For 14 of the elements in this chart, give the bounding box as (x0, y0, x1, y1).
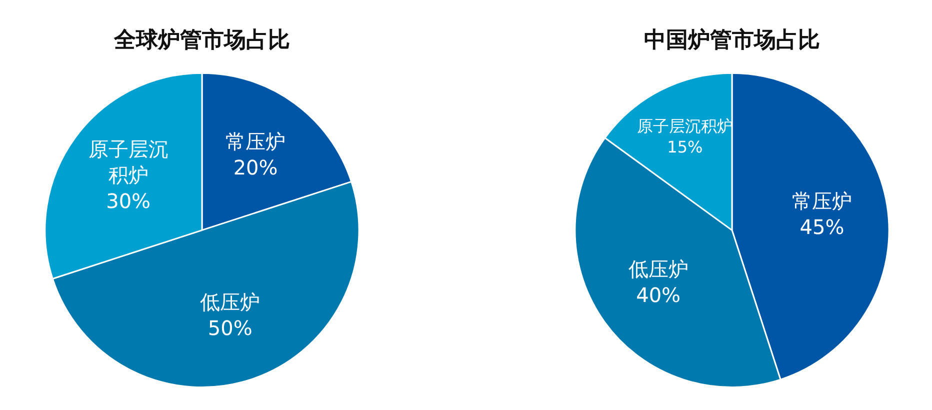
chart-title: 全球炉管市场占比 (113, 26, 290, 53)
data-label: 45% (800, 215, 844, 240)
data-label: 30% (106, 188, 151, 213)
slice-label: 低压炉 (200, 290, 260, 314)
chart-title: 中国炉管市场占比 (644, 26, 820, 53)
slice-label: 原子层沉积炉 (88, 136, 168, 187)
slice-label: 常压炉 (226, 130, 286, 154)
data-label: 15% (667, 137, 703, 156)
slice-label: 低压炉 (628, 256, 688, 281)
data-label: 40% (636, 282, 681, 307)
data-label: 50% (208, 316, 252, 340)
data-label: 20% (233, 156, 278, 180)
slice-label: 常压炉 (792, 189, 852, 214)
slice-label: 原子层沉积炉 (636, 116, 733, 136)
